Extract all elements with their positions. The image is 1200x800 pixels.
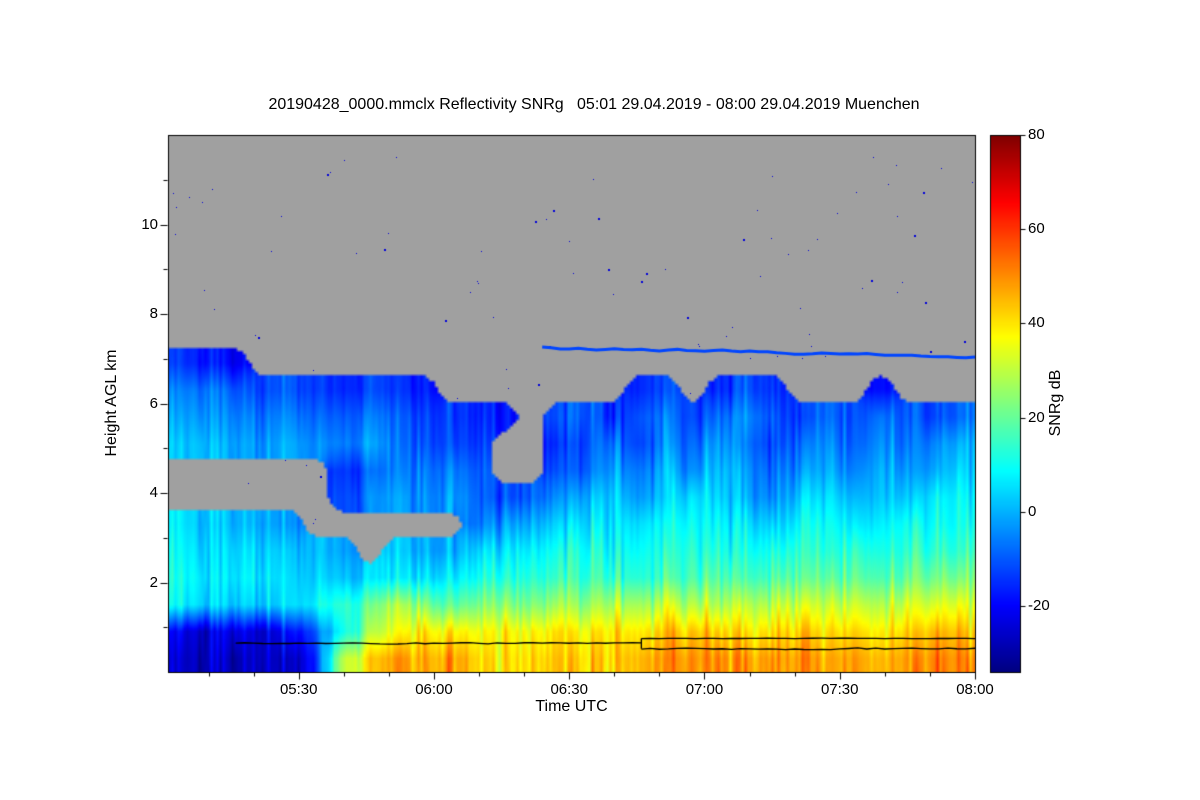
x-tick-label: 05:30 [279, 681, 318, 698]
y-tick-label: 8 [149, 305, 158, 322]
x-tick-label: 07:00 [685, 681, 724, 698]
y-tick-label: 6 [149, 394, 158, 412]
x-axis-label: Time UTC [535, 698, 608, 715]
colorbar-tick-label: 40 [1028, 314, 1045, 332]
colorbar-tick-label: 80 [1028, 126, 1045, 143]
y-tick-label: 10 [141, 215, 158, 233]
x-tick-label: 07:30 [820, 681, 859, 698]
colorbar-tick-label: 0 [1028, 502, 1037, 520]
y-tick-label: 2 [149, 573, 158, 591]
x-tick-label: 08:00 [956, 681, 994, 698]
x-tick-label: 06:30 [550, 681, 588, 698]
colorbar-tick-label: 20 [1028, 408, 1045, 426]
y-tick-label: 4 [149, 484, 158, 501]
colorbar-tick-label: 60 [1028, 220, 1045, 238]
plot-title: 20190428_0000.mmclx Reflectivity SNRg 05… [268, 96, 920, 113]
x-tick-label: 06:00 [415, 681, 453, 698]
colorbar-tick-label: -20 [1028, 597, 1050, 615]
